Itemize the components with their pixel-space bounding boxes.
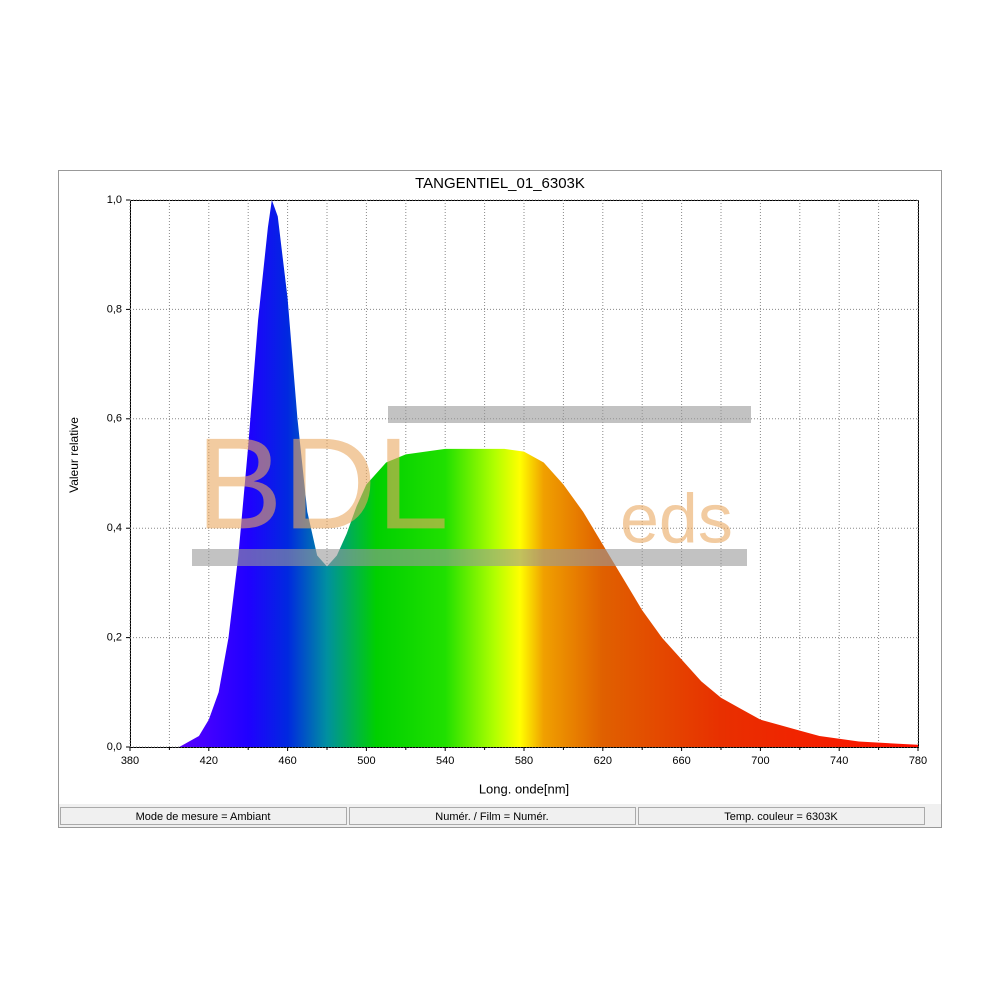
x-tick-label: 460 [278, 755, 296, 767]
y-tick-label: 0,0 [107, 741, 122, 753]
y-tick-label: 0,4 [107, 522, 122, 534]
x-axis-label: Long. onde[nm] [479, 781, 569, 796]
watermark-bar [192, 549, 747, 566]
y-tick-label: 1,0 [107, 194, 122, 206]
status-cell [349, 807, 636, 825]
x-tick-label: 380 [121, 755, 139, 767]
status-cell [60, 807, 347, 825]
x-tick-label: 540 [436, 755, 454, 767]
spectrum-area [130, 200, 918, 747]
x-tick-label: 500 [357, 755, 375, 767]
watermark: eds [620, 479, 733, 557]
y-tick-label: 0,2 [107, 632, 122, 644]
y-tick-label: 0,6 [107, 413, 122, 425]
watermark-bar [388, 406, 751, 423]
status-cell [638, 807, 925, 825]
status-text: Numér. / Film = Numér. [435, 811, 548, 823]
x-tick-label: 580 [515, 755, 533, 767]
y-tick-label: 0,8 [107, 303, 122, 315]
x-tick-label: 740 [830, 755, 848, 767]
x-tick-label: 700 [751, 755, 769, 767]
status-text: Mode de mesure = Ambiant [136, 811, 271, 823]
x-tick-label: 780 [909, 755, 927, 767]
y-axis-label: Valeur relative [67, 417, 81, 493]
status-text: Temp. couleur = 6303K [724, 811, 838, 823]
watermark: BDL [196, 410, 449, 556]
x-tick-label: 420 [200, 755, 218, 767]
chart-title: TANGENTIEL_01_6303K [415, 175, 585, 192]
x-tick-label: 660 [672, 755, 690, 767]
x-tick-label: 620 [594, 755, 612, 767]
